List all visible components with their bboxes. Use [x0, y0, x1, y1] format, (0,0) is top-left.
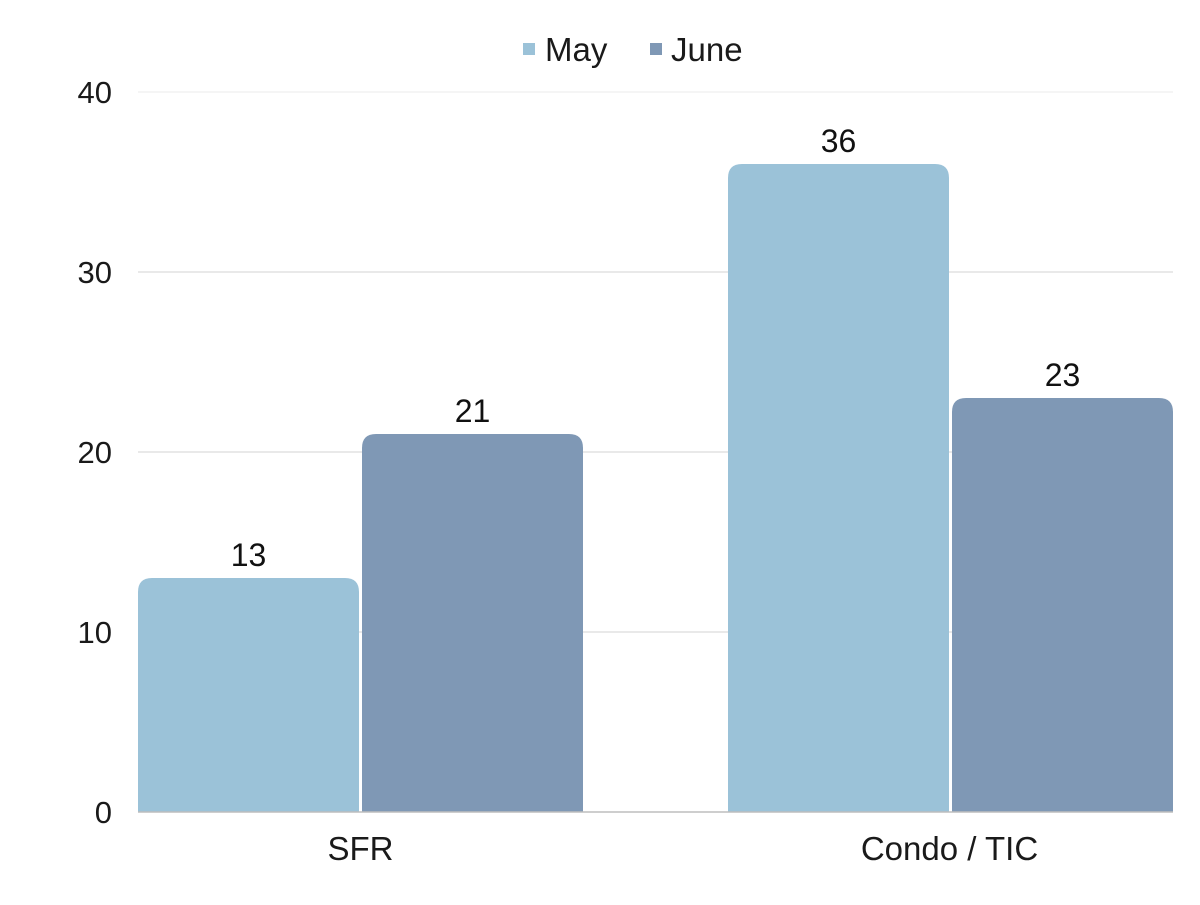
data-label: 13 [231, 537, 267, 573]
y-tick-label: 30 [78, 255, 112, 290]
x-tick-label: SFR [328, 830, 394, 867]
data-label: 23 [1045, 357, 1081, 393]
data-label: 21 [455, 393, 491, 429]
legend: May June [523, 31, 743, 68]
data-label: 36 [821, 123, 857, 159]
legend-swatch-may [523, 43, 535, 55]
y-tick-label: 0 [95, 795, 112, 830]
y-tick-label: 20 [78, 435, 112, 470]
legend-label: May [545, 31, 608, 68]
bar-may-0 [138, 578, 359, 812]
y-tick-label: 40 [78, 75, 112, 110]
legend-swatch-june [650, 43, 662, 55]
axes: 0 10 20 30 40 SFR Condo / TIC [78, 75, 1173, 867]
bars [138, 164, 1173, 812]
legend-label: June [671, 31, 743, 68]
bar-june-1 [952, 398, 1173, 812]
y-tick-label: 10 [78, 615, 112, 650]
bar-may-1 [728, 164, 949, 812]
bar-june-0 [362, 434, 583, 812]
x-tick-label: Condo / TIC [861, 830, 1038, 867]
data-labels: 13 21 36 23 [231, 123, 1081, 573]
